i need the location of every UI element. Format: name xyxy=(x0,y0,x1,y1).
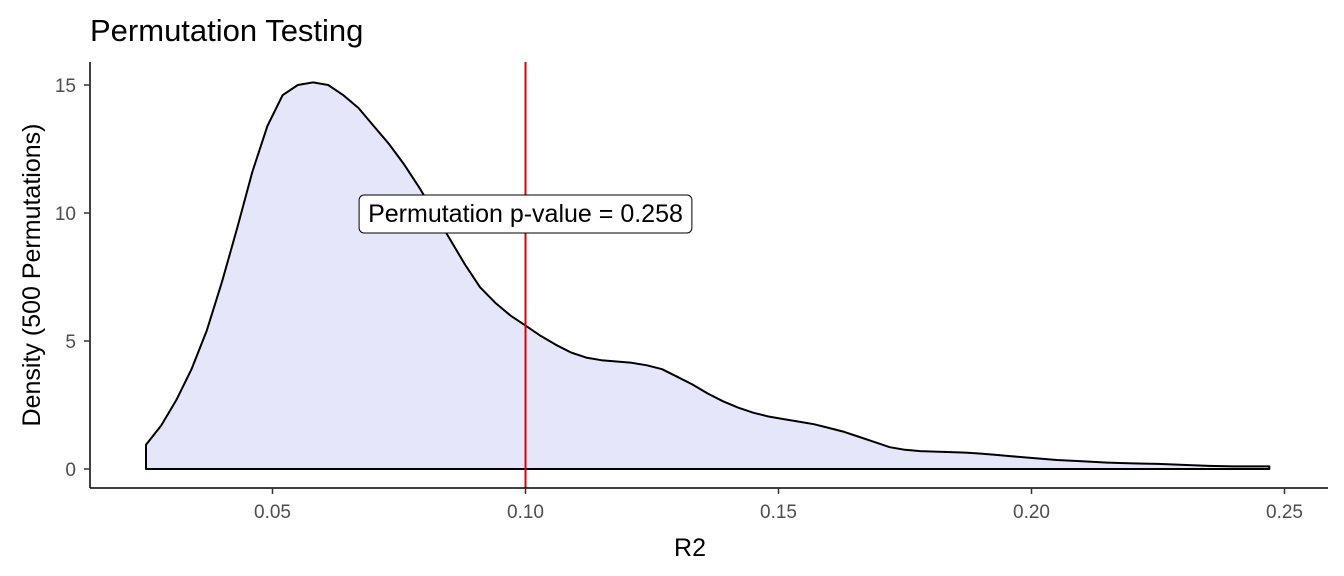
density-area xyxy=(145,81,1271,470)
y-tick-label: 10 xyxy=(55,204,76,225)
x-tick-label: 0.05 xyxy=(254,502,291,523)
annotation-box xyxy=(358,194,693,234)
x-axis-title: R2 xyxy=(674,534,706,562)
y-tick-label: 15 xyxy=(55,76,76,97)
x-tick-label: 0.10 xyxy=(507,502,544,523)
chart-title: Permutation Testing xyxy=(90,13,363,48)
y-tick-label: 5 xyxy=(65,332,76,353)
x-tick-label: 0.25 xyxy=(1266,502,1303,523)
annotation-label: Permutation p-value = 0.258 xyxy=(368,200,683,228)
y-tick-label: 0 xyxy=(65,460,76,481)
x-tick-label: 0.15 xyxy=(760,502,797,523)
plot-area: 0.05 0.10 0.15 0.20 0.25 0 5 10 15 Permutation p-… xyxy=(55,62,1328,523)
y-axis-title: Density (500 Permutations) xyxy=(18,124,46,427)
x-tick-label: 0.20 xyxy=(1013,502,1050,523)
